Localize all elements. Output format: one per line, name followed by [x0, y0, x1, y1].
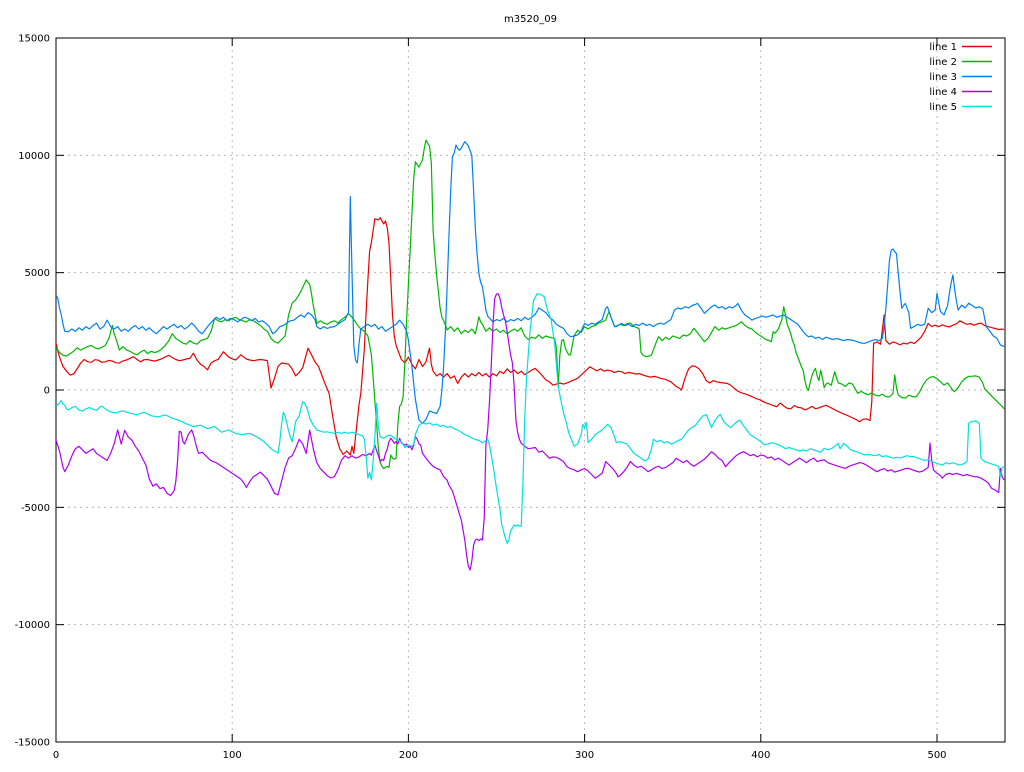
y-tick-label: 5000 — [25, 268, 50, 279]
series-line-1 — [56, 217, 1005, 456]
legend-label-2: line 2 — [929, 57, 957, 68]
y-tick-label: -15000 — [15, 738, 50, 749]
y-tick-label: -5000 — [21, 503, 50, 514]
x-tick-label: 100 — [223, 750, 242, 761]
x-tick-label: 400 — [751, 750, 770, 761]
y-tick-label: 10000 — [18, 151, 50, 162]
series-line-2 — [56, 139, 1005, 470]
x-tick-label: 200 — [399, 750, 418, 761]
legend-label-5: line 5 — [929, 102, 957, 113]
x-tick-label: 300 — [575, 750, 594, 761]
series-line-3 — [56, 141, 1005, 424]
series-line-5 — [56, 293, 1005, 544]
x-tick-label: 0 — [53, 750, 59, 761]
chart-title: m3520_09 — [504, 14, 557, 25]
x-tick-label: 500 — [927, 750, 946, 761]
y-tick-label: -10000 — [15, 620, 50, 631]
legend-label-1: line 1 — [929, 42, 957, 53]
y-tick-label: 0 — [44, 386, 50, 397]
series-line-4 — [56, 293, 1005, 571]
legend-label-3: line 3 — [929, 72, 957, 83]
y-tick-label: 15000 — [18, 34, 50, 45]
legend-label-4: line 4 — [929, 87, 957, 98]
